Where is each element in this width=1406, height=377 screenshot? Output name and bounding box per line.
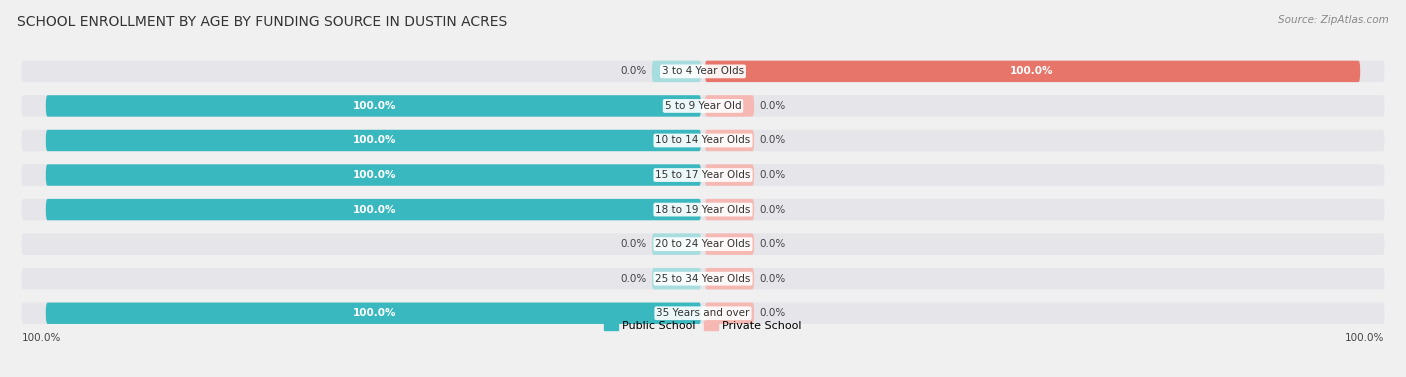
Text: 0.0%: 0.0% [759,205,786,215]
Text: 3 to 4 Year Olds: 3 to 4 Year Olds [662,66,744,77]
FancyBboxPatch shape [704,164,754,186]
Text: Source: ZipAtlas.com: Source: ZipAtlas.com [1278,15,1389,25]
FancyBboxPatch shape [704,61,1360,82]
FancyBboxPatch shape [46,199,702,220]
Legend: Public School, Private School: Public School, Private School [600,317,806,336]
Text: 0.0%: 0.0% [759,308,786,318]
Text: 25 to 34 Year Olds: 25 to 34 Year Olds [655,274,751,284]
Text: 15 to 17 Year Olds: 15 to 17 Year Olds [655,170,751,180]
FancyBboxPatch shape [704,302,754,324]
Text: 0.0%: 0.0% [759,239,786,249]
Text: 20 to 24 Year Olds: 20 to 24 Year Olds [655,239,751,249]
FancyBboxPatch shape [21,233,1385,255]
Text: 18 to 19 Year Olds: 18 to 19 Year Olds [655,205,751,215]
Text: 0.0%: 0.0% [759,101,786,111]
FancyBboxPatch shape [46,95,702,116]
FancyBboxPatch shape [46,164,702,186]
FancyBboxPatch shape [46,130,702,151]
Text: 0.0%: 0.0% [620,274,647,284]
Text: 0.0%: 0.0% [759,170,786,180]
Text: 100.0%: 100.0% [21,333,60,343]
FancyBboxPatch shape [704,268,754,290]
FancyBboxPatch shape [704,95,754,116]
Text: 35 Years and over: 35 Years and over [657,308,749,318]
FancyBboxPatch shape [46,302,702,324]
Text: SCHOOL ENROLLMENT BY AGE BY FUNDING SOURCE IN DUSTIN ACRES: SCHOOL ENROLLMENT BY AGE BY FUNDING SOUR… [17,15,508,29]
Text: 0.0%: 0.0% [620,66,647,77]
FancyBboxPatch shape [21,164,1385,186]
Text: 100.0%: 100.0% [353,170,396,180]
Text: 100.0%: 100.0% [353,205,396,215]
FancyBboxPatch shape [21,130,1385,151]
Text: 100.0%: 100.0% [1346,333,1385,343]
Text: 0.0%: 0.0% [620,239,647,249]
FancyBboxPatch shape [652,61,702,82]
Text: 0.0%: 0.0% [759,135,786,146]
FancyBboxPatch shape [21,302,1385,324]
FancyBboxPatch shape [21,95,1385,116]
Text: 10 to 14 Year Olds: 10 to 14 Year Olds [655,135,751,146]
Text: 5 to 9 Year Old: 5 to 9 Year Old [665,101,741,111]
Text: 0.0%: 0.0% [759,274,786,284]
FancyBboxPatch shape [21,199,1385,220]
Text: 100.0%: 100.0% [1010,66,1053,77]
FancyBboxPatch shape [704,130,754,151]
FancyBboxPatch shape [21,61,1385,82]
FancyBboxPatch shape [652,233,702,255]
FancyBboxPatch shape [704,199,754,220]
Text: 100.0%: 100.0% [353,101,396,111]
Text: 100.0%: 100.0% [353,308,396,318]
Text: 100.0%: 100.0% [353,135,396,146]
FancyBboxPatch shape [21,268,1385,290]
FancyBboxPatch shape [652,268,702,290]
FancyBboxPatch shape [704,233,754,255]
